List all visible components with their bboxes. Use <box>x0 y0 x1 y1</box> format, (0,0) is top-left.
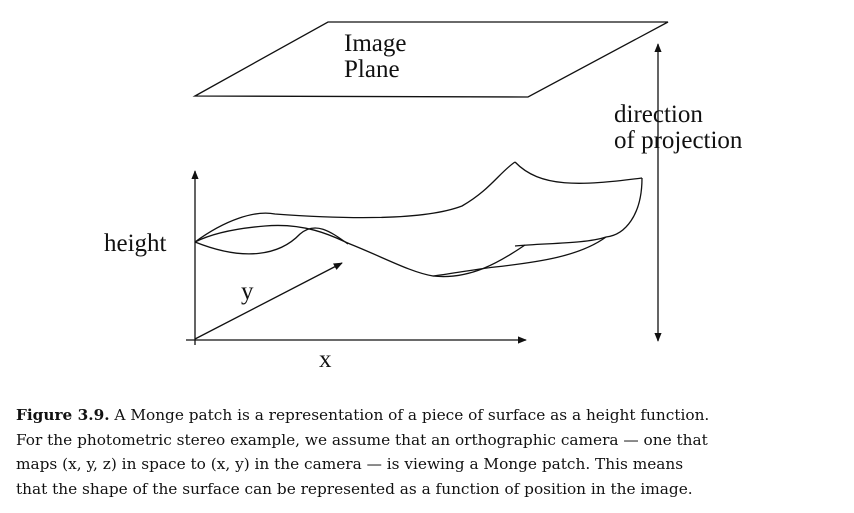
image-plane-label-line1: Image <box>344 30 407 57</box>
x-axis-label: x <box>319 346 332 373</box>
figure-number: Figure 3.9. <box>16 406 110 424</box>
y-axis-label: y <box>241 278 254 305</box>
figure-drawing <box>186 21 669 345</box>
caption-line-1-text: A Monge patch is a representation of a p… <box>109 406 710 424</box>
caption-line-3: maps (x, y, z) in space to (x, y) in the… <box>16 455 684 473</box>
caption-line-4: that the shape of the surface can be rep… <box>16 479 693 498</box>
figure-caption: Figure 3.9. A Monge patch is a represent… <box>16 403 846 501</box>
height-label: height <box>104 230 167 257</box>
direction-label-line2: of projection <box>614 127 743 154</box>
image-plane-label-line2: Plane <box>344 56 400 83</box>
direction-label-line1: direction <box>614 101 703 128</box>
monge-patch-figure: Image Plane direction of projection heig… <box>104 21 743 373</box>
caption-line-2: For the photometric stereo example, we a… <box>16 430 708 449</box>
y-axis <box>194 262 343 340</box>
image-plane <box>192 21 669 98</box>
monge-surface <box>194 161 643 278</box>
caption-line-1: Figure 3.9. A Monge patch is a represent… <box>16 403 846 428</box>
